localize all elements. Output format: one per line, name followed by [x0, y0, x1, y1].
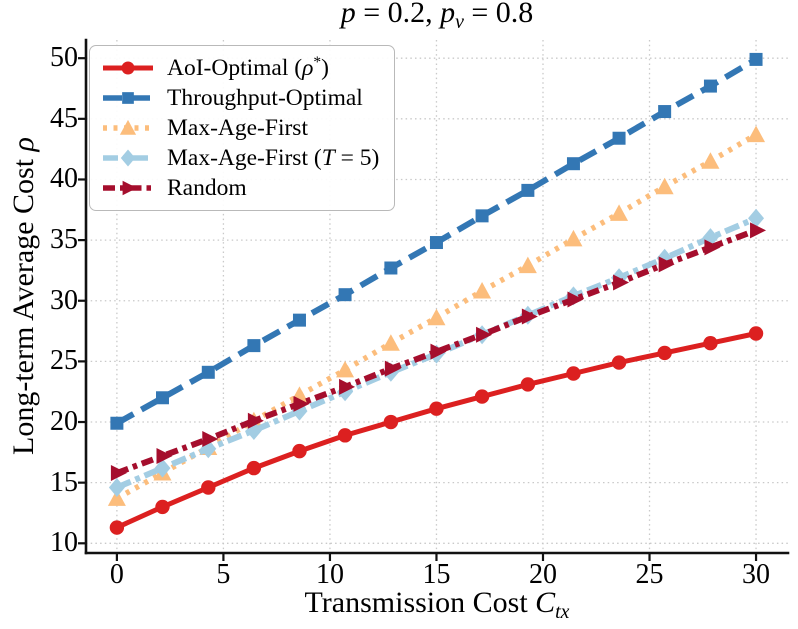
legend-line-sample: [103, 149, 153, 167]
legend-item: Throughput-Optimal: [101, 83, 379, 113]
y-tick-label: 40: [50, 163, 78, 195]
y-tick-label: 20: [50, 406, 78, 438]
legend-item: Max-Age-First: [101, 113, 379, 143]
y-tick-label: 10: [50, 527, 78, 559]
x-tick-label: 5: [216, 559, 231, 590]
x-tick-label: 25: [635, 559, 664, 590]
y-tick-label: 30: [50, 284, 78, 316]
legend-item: Max-Age-First (T = 5): [101, 143, 379, 173]
x-axis-label: Transmission Cost Ctx: [304, 586, 570, 623]
legend-label: Max-Age-First: [167, 114, 308, 141]
legend-label: AoI-Optimal (ρ*): [167, 53, 329, 81]
y-tick-label: 50: [50, 42, 78, 74]
x-tick-label: 30: [742, 559, 771, 590]
legend-label: Throughput-Optimal: [167, 84, 363, 111]
legend-item: AoI-Optimal (ρ*): [101, 53, 379, 83]
chart-title: p = 0.2, pv = 0.8: [340, 0, 534, 33]
y-tick-label: 35: [50, 224, 78, 256]
y-tick-label: 25: [50, 345, 78, 377]
y-tick-label: 15: [50, 466, 78, 498]
series-aoi-optimal: [109, 326, 764, 535]
legend-line-sample: [103, 61, 153, 75]
x-tick-label: 20: [528, 559, 557, 590]
legend-line-sample: [103, 180, 153, 196]
series-throughput-optimal: [110, 52, 763, 430]
legend-line-sample: [103, 119, 153, 135]
x-tick-label: 10: [315, 559, 344, 590]
legend-box: AoI-Optimal (ρ*) Throughput-Optimal Max-Ag…: [89, 45, 396, 211]
legend-item: Random: [101, 173, 379, 203]
legend-label: Max-Age-First (T = 5): [167, 144, 380, 171]
tick-marks: [78, 57, 758, 561]
series-random: [110, 222, 767, 481]
x-tick-label: 15: [422, 559, 451, 590]
legend-label: Random: [167, 174, 247, 201]
x-tick-label: 0: [109, 559, 124, 590]
y-tick-label: 45: [50, 102, 78, 134]
legend-line-sample: [103, 92, 153, 104]
